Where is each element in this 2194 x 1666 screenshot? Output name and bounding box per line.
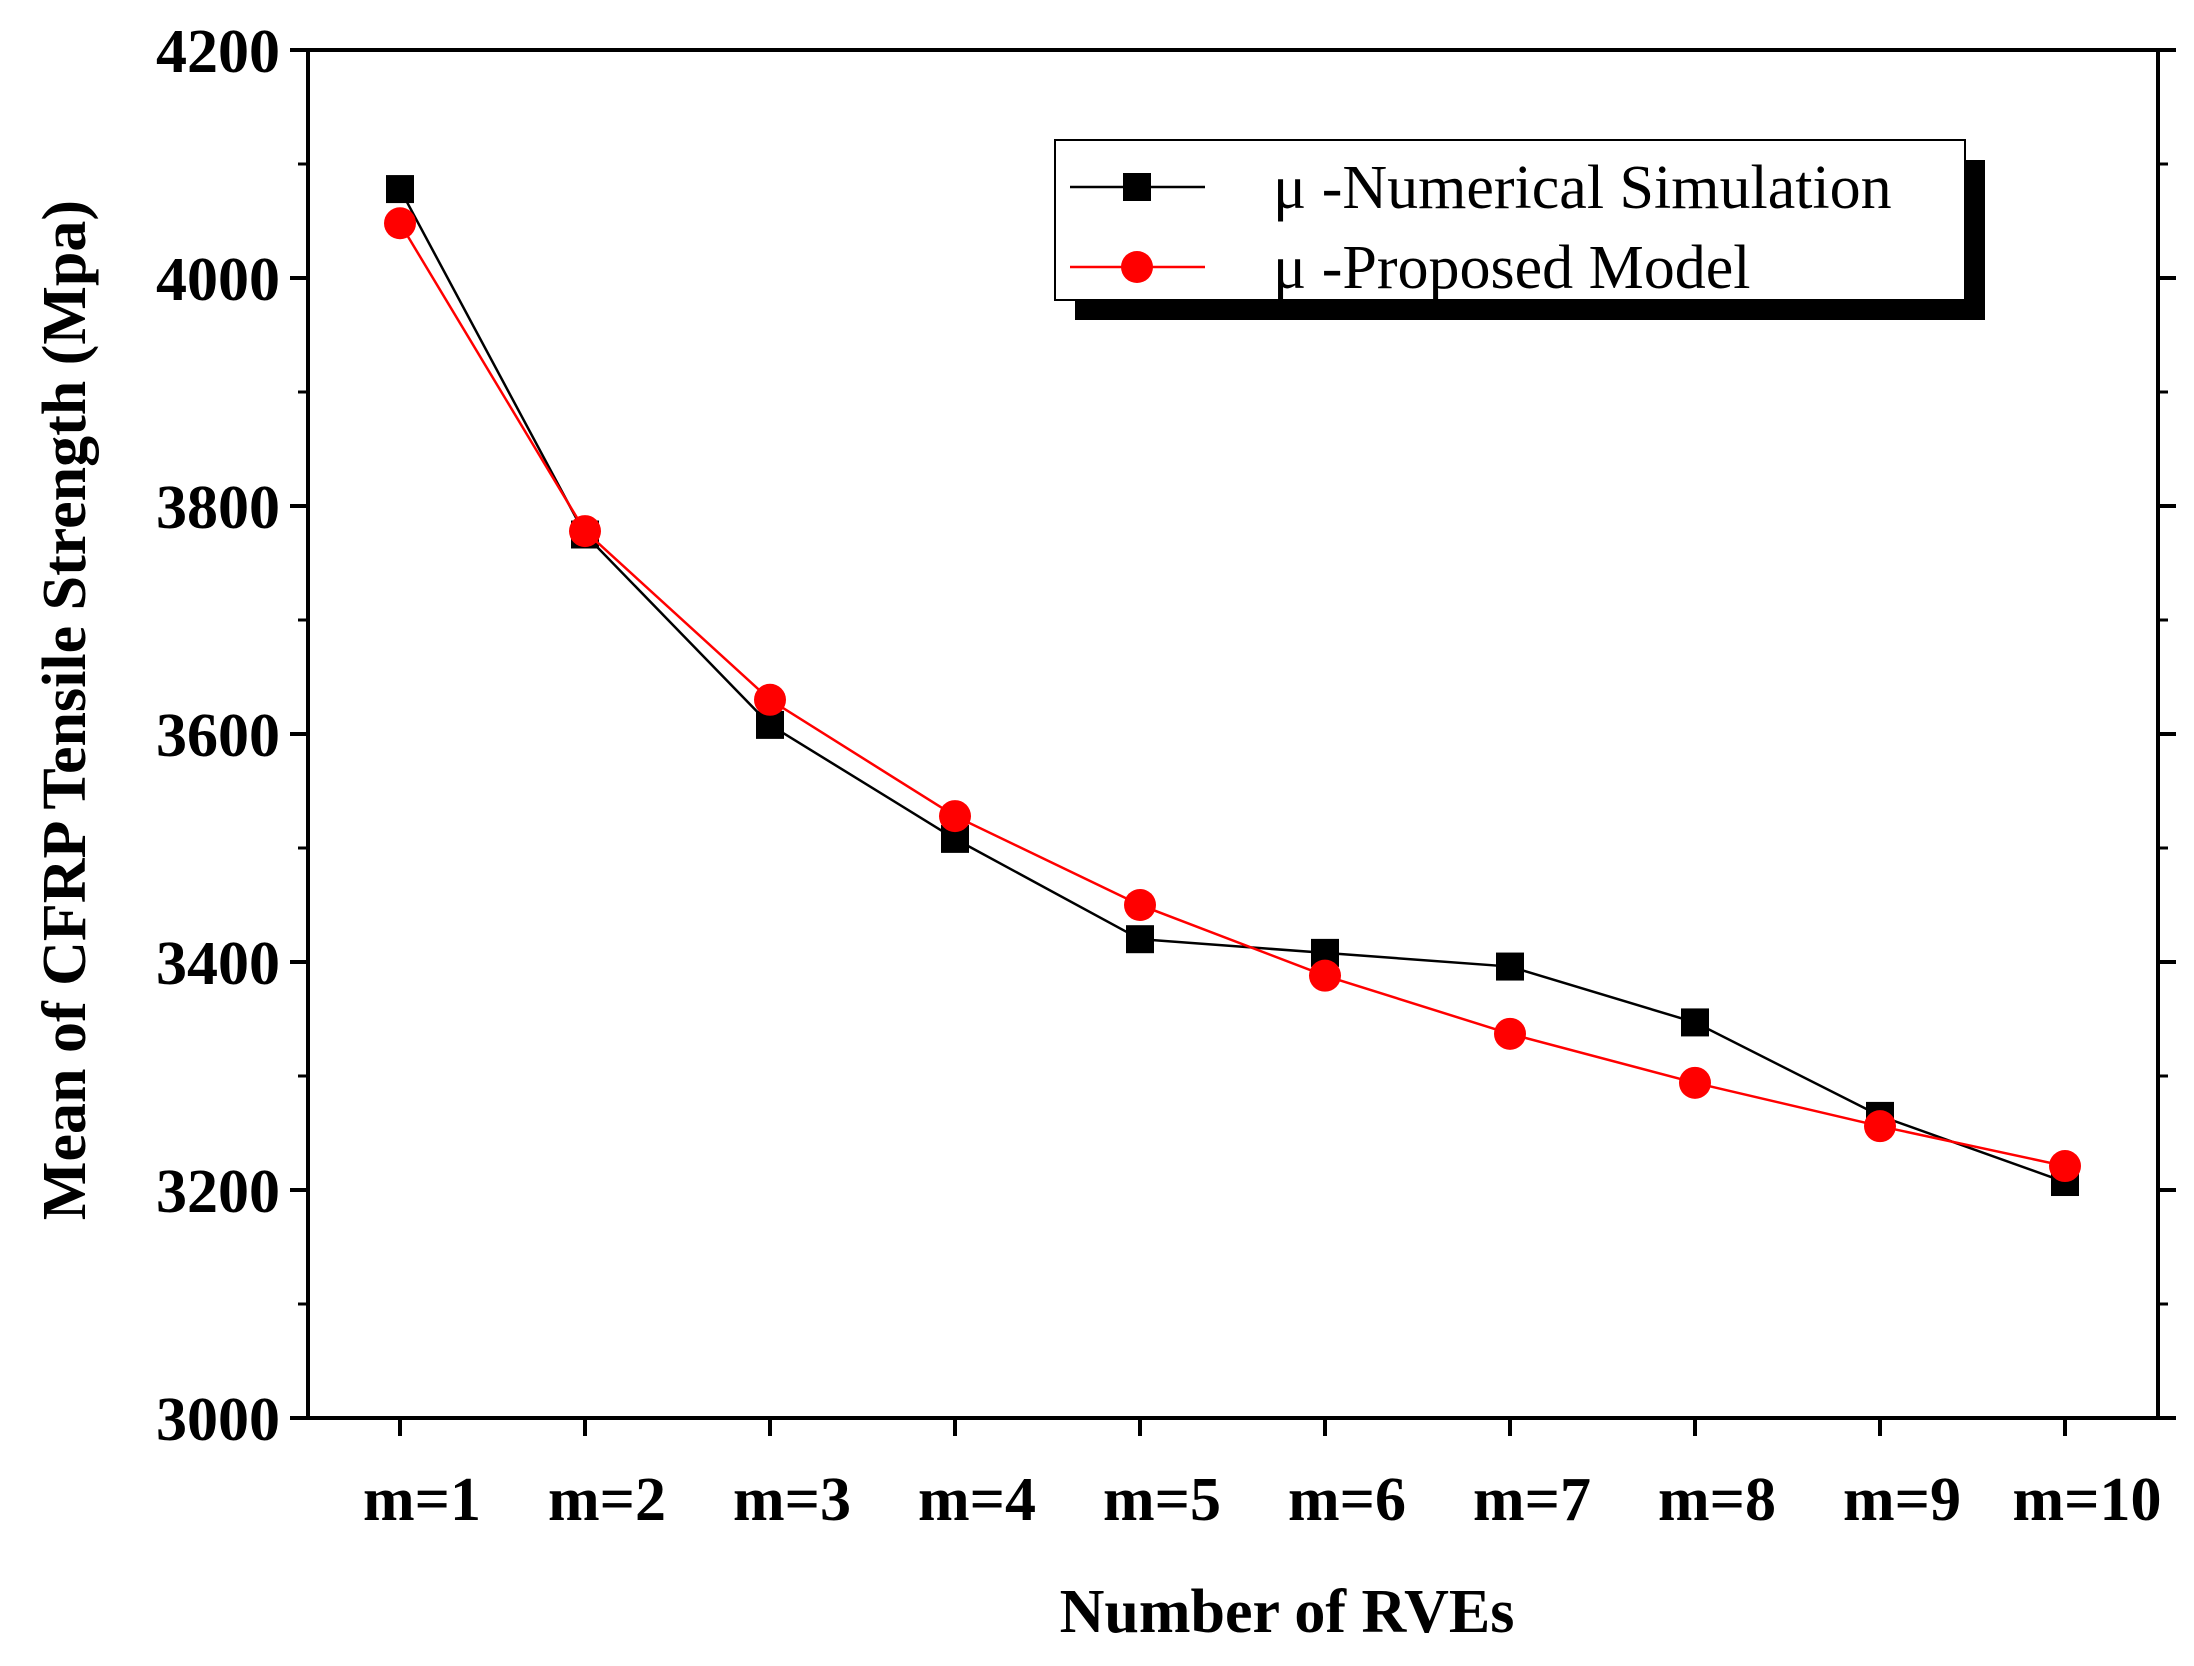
legend-label: μ -Proposed Model bbox=[1273, 234, 1751, 302]
legend-marker-circle bbox=[1121, 251, 1153, 283]
data-point-circle bbox=[754, 683, 786, 716]
legend-box bbox=[1054, 139, 1966, 301]
y-tick-label: 3400 bbox=[156, 930, 280, 998]
x-tick-label: m=7 bbox=[1473, 1466, 1591, 1534]
data-point-circle bbox=[569, 515, 601, 548]
legend-marker-square bbox=[1123, 173, 1151, 201]
data-point-circle bbox=[384, 207, 416, 240]
y-tick-label: 4200 bbox=[156, 18, 280, 86]
y-tick-label: 4000 bbox=[156, 246, 280, 314]
data-point-square bbox=[1681, 1008, 1709, 1037]
data-point-circle bbox=[1679, 1066, 1711, 1099]
data-point-circle bbox=[1494, 1017, 1526, 1050]
data-point-circle bbox=[2049, 1150, 2081, 1183]
series-group bbox=[384, 175, 2081, 1197]
x-tick-label: m=10 bbox=[2013, 1466, 2162, 1534]
legend: μ -Numerical Simulation μ -Proposed Model bbox=[1054, 139, 1985, 320]
data-point-square bbox=[386, 175, 414, 204]
x-tick-label: m=2 bbox=[548, 1466, 666, 1534]
x-tick-label: m=9 bbox=[1843, 1466, 1961, 1534]
x-tick-label: m=5 bbox=[1103, 1466, 1221, 1534]
data-point-circle bbox=[939, 800, 971, 833]
axes: 3000 3200 3400 3600 3800 4000 4200 m=1 m=2 m=3 m=4… bbox=[156, 18, 2176, 1534]
data-point-circle bbox=[1309, 959, 1341, 992]
x-axis-title: Number of RVEs bbox=[1060, 1578, 1515, 1646]
data-point-square bbox=[1496, 952, 1524, 981]
y-axis-title: Mean of CFRP Tensile Strength (Mpa) bbox=[31, 200, 99, 1220]
y-tick-label: 3800 bbox=[156, 474, 280, 542]
y-tick-label: 3000 bbox=[156, 1386, 280, 1454]
legend-label: μ -Numerical Simulation bbox=[1273, 154, 1892, 222]
data-point-square bbox=[1126, 925, 1154, 954]
series-1 bbox=[386, 175, 2079, 1197]
x-tick-label: m=8 bbox=[1658, 1466, 1776, 1534]
x-tick-label: m=4 bbox=[918, 1466, 1036, 1534]
x-tick-label: m=3 bbox=[733, 1466, 851, 1534]
series-2 bbox=[384, 207, 2081, 1183]
y-tick-label: 3200 bbox=[156, 1158, 280, 1226]
x-tick-label: m=6 bbox=[1288, 1466, 1406, 1534]
series-line bbox=[398, 188, 2066, 1184]
data-point-circle bbox=[1864, 1110, 1896, 1143]
series-line bbox=[398, 222, 2066, 1168]
data-point-circle bbox=[1124, 889, 1156, 921]
x-tick-label: m=1 bbox=[363, 1466, 481, 1534]
y-tick-label: 3600 bbox=[156, 702, 280, 770]
